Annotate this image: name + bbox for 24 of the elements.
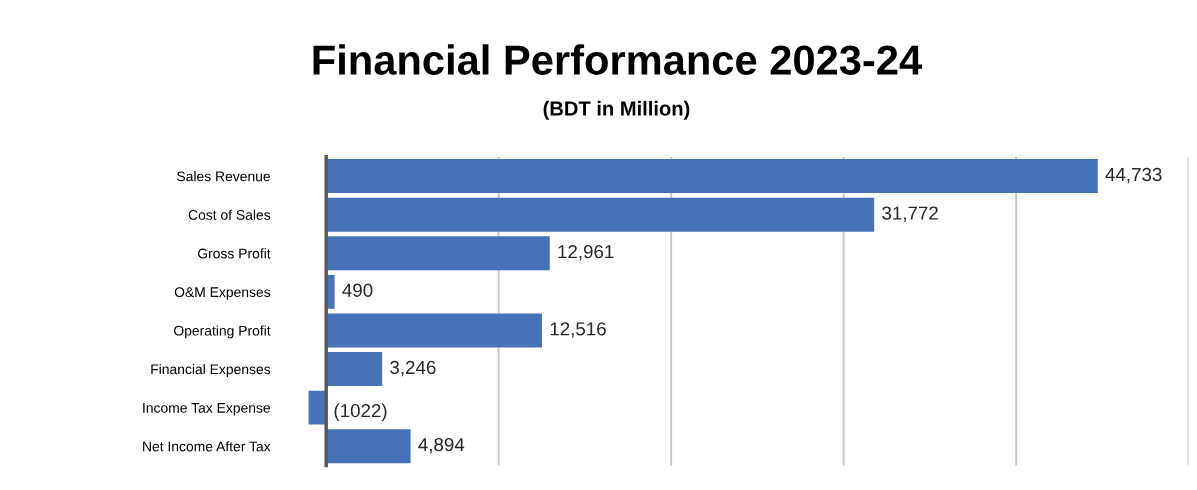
y-tick-label: O&M Expenses: [174, 287, 271, 300]
chart-title: Financial Performance 2023-24: [313, 44, 922, 75]
bar: [326, 197, 875, 232]
data-label: 4,894: [418, 437, 465, 454]
data-label: 44,733: [1105, 167, 1162, 184]
bar: [326, 159, 1098, 194]
y-tick-label: Operating Profit: [174, 325, 271, 339]
y-tick-label: Cost of Sales: [188, 209, 271, 220]
y-tick-label: Sales Revenue: [177, 171, 271, 182]
data-label: 3,246: [390, 360, 436, 377]
data-label: 12,961: [558, 245, 614, 261]
data-label: (1022): [334, 403, 387, 421]
bar: [326, 429, 411, 464]
data-label: 31,772: [882, 206, 938, 222]
data-label: 490: [342, 283, 373, 297]
chart-subtitle: (BDT in Million): [543, 100, 690, 120]
bar: [326, 352, 383, 387]
bar: [326, 313, 543, 348]
data-label: 12,516: [550, 322, 606, 338]
y-tick-label: Financial Expenses: [151, 364, 271, 377]
y-tick-label: Net Income After Tax: [143, 441, 271, 452]
y-tick-label: Income Tax Expense: [143, 403, 271, 416]
bar: [326, 236, 550, 271]
y-tick-label: Gross Profit: [198, 248, 271, 259]
